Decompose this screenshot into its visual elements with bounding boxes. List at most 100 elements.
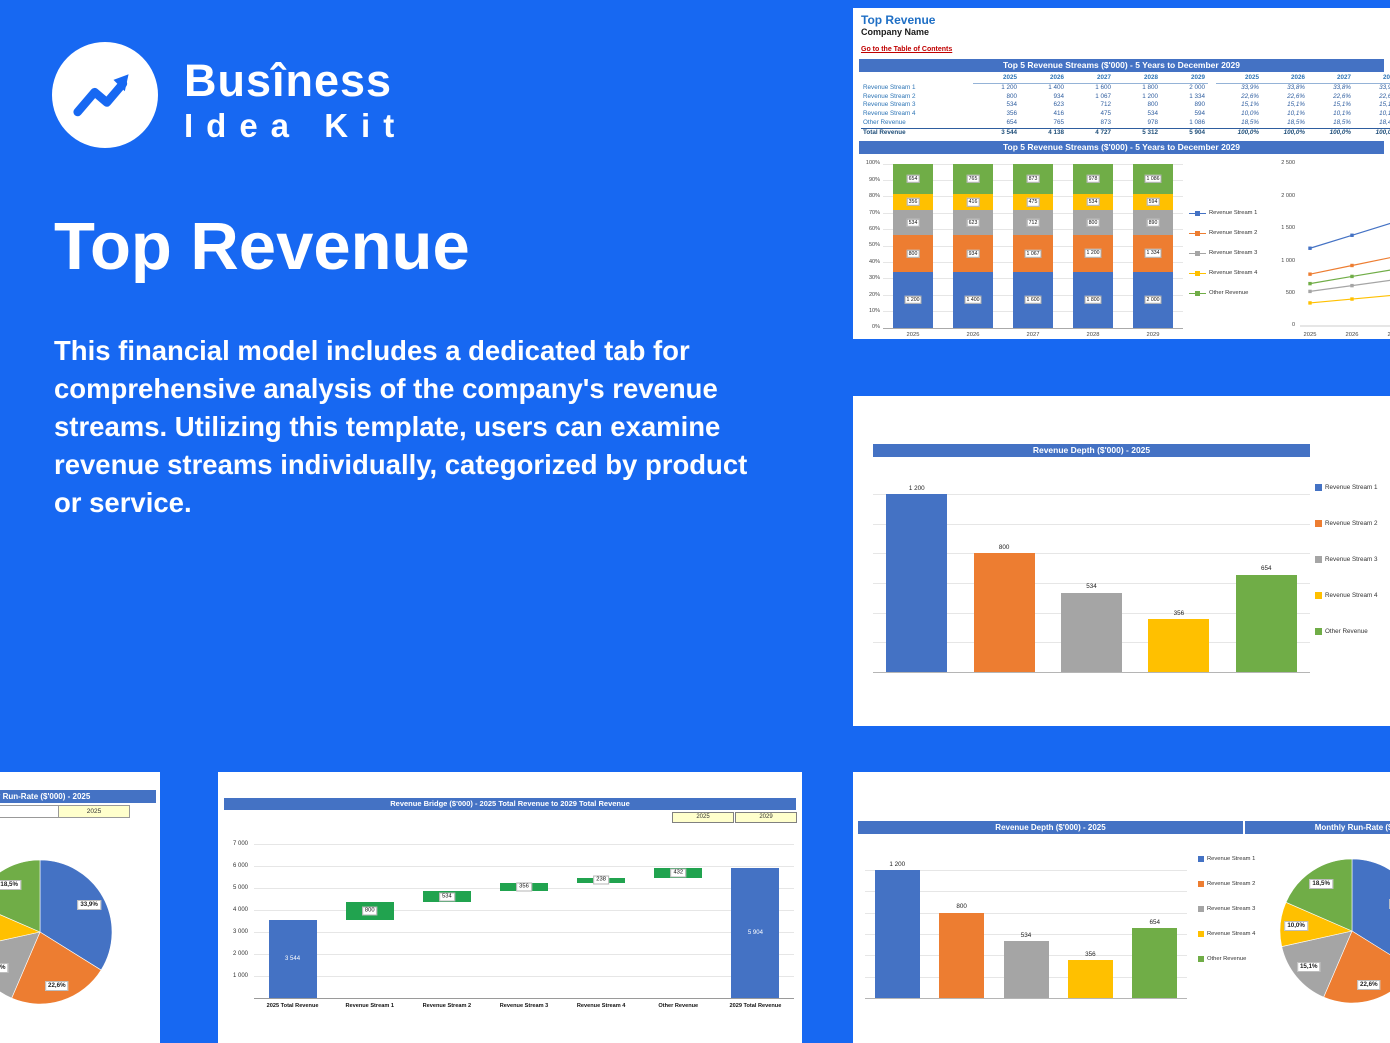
bridge-year-to-cell[interactable]: 2029 [735,812,797,823]
data-label: 356 [1173,609,1185,617]
table-cell: 1 600 [1095,83,1111,91]
table-cell: 800 [1147,101,1158,109]
bar [1067,960,1113,998]
stacked-bar-segment: 534 [893,210,933,236]
gridline [883,327,1183,329]
table-cell: 100,0% [1354,127,1390,138]
data-label: 356 [516,882,532,892]
trend-arrow-icon [73,74,129,117]
table-cell: 33,8% [1333,83,1351,91]
x-axis-label: 2028 [1086,331,1100,338]
x-axis-label: Revenue Stream 4 [576,1003,626,1009]
table-cell: 2026 [1020,74,1067,84]
bar [1132,928,1178,998]
table-cell: 712 [1100,101,1111,109]
legend-label: Revenue Stream 2 [1207,881,1256,887]
legend-label: Other Revenue [1325,628,1368,635]
table-of-contents-link[interactable]: Go to the Table of Contents [861,46,953,53]
data-label: 5 904 [747,930,763,937]
table-cell: 100,0% [1216,127,1262,138]
table-cell: 2025 [1216,74,1262,84]
legend-label: Other Revenue [1207,956,1247,962]
waterfall-increase-bar: 800 [345,902,394,921]
line-marker [1308,300,1312,305]
line-series [1309,256,1390,275]
data-label: 15,1% [1296,961,1321,972]
y-axis-label: 40% [868,258,880,265]
legend-item: Revenue Stream 3 [1315,556,1378,563]
stacked-bar-segment: 1 400 [953,272,993,328]
year-selector-cell[interactable]: 2025 [58,805,130,818]
data-label: 356 [906,197,920,207]
pie-slice [0,931,41,999]
line-marker [1350,274,1354,278]
data-label: 534 [1086,583,1097,591]
table-cell: 33,9% [1241,83,1259,91]
table-cell [1208,119,1216,128]
revenue-table: 202520262027202820292025202620272028Reve… [853,74,1390,138]
sheet-title: Top Revenue [861,13,936,27]
data-label: 978 [1086,174,1100,183]
gridline [254,844,794,845]
table-cell: 416 [1053,110,1064,118]
table-cell: 2029 [1161,74,1208,84]
y-axis-label: 90% [868,176,880,183]
legend-marker [1198,956,1204,962]
gridline [873,672,1310,673]
table-cell: 654 [1006,118,1017,126]
data-label: 22,6% [45,980,69,991]
stacked-bar-segment: 1 067 [1013,235,1053,273]
table-cell: 934 [1053,92,1064,100]
legend-marker [1198,906,1204,912]
revenue-bridge-panel: Revenue Bridge ($'000) - 2025 Total Reve… [218,772,802,1043]
gridline [873,553,1310,555]
table-cell: Other Revenue [863,118,906,126]
legend-item: Other Revenue [1189,290,1273,297]
y-axis-label: 30% [868,275,880,282]
axis-line [254,998,794,999]
table-cell: 873 [1100,118,1111,126]
gridline [865,870,1187,871]
table-cell: 475 [1100,110,1111,118]
revenue-depth-banner: Revenue Depth ($'000) - 2025 [873,444,1310,457]
stacked-bar-segment: 712 [1013,210,1053,236]
revenue-bridge-banner: Revenue Bridge ($'000) - 2025 Total Reve… [224,798,796,810]
data-label: 800 [906,249,920,258]
table-cell: 2028 [1354,74,1390,84]
revenue-bridge-chart: 7 000 6 000 5 000 4 000 3 000 2 000 1 000 3 544… [218,828,802,1038]
page-description: This financial model includes a dedicate… [54,335,748,518]
table-cell: 978 [1147,118,1158,126]
line-marker [1308,289,1312,293]
legend-square [1195,271,1200,276]
legend-square [1195,291,1200,296]
legend-item: Revenue Stream 1 [1198,856,1255,862]
stacked-bar-segment: 1 200 [893,272,933,328]
data-label: 654 [1149,918,1161,926]
data-label: 356 [1085,950,1096,958]
table-cell: 4 138 [1020,127,1067,138]
stacked-bar-segment: 623 [953,210,993,236]
table-cell [1208,93,1216,102]
y-axis-label: 6 000 [232,862,248,869]
line-series [1309,279,1390,292]
waterfall-total-bar: 5 904 [731,868,780,998]
legend-item: Other Revenue [1315,628,1378,635]
data-label: 800 [998,543,1010,551]
legend-item: Revenue Stream 2 [1189,230,1273,237]
table-cell: 100,0% [1308,127,1354,138]
pie-slice [1285,858,1353,932]
stacked-bar-chart: 100% 90% 80% 70% 60% 50% 40% 30% 20% 10% 0% 1 200 80… [857,156,1189,339]
legend-item: Revenue Stream 1 [1189,210,1273,217]
spreadsheet-preview-panel: Top Revenue Company Name Go to the Table… [853,8,1390,339]
legend-label: Revenue Stream 1 [1325,484,1378,491]
legend-label: Revenue Stream 4 [1209,270,1258,277]
y-axis-label: 80% [868,193,880,200]
bridge-year-from-cell[interactable]: 2025 [672,812,734,823]
data-label: 890 [1146,218,1160,227]
data-label: 1 400 [964,295,982,305]
x-axis-label: 2027 [1387,331,1390,338]
line-chart-svg [1300,222,1390,326]
data-label: 1 200 [908,484,925,492]
data-label: 594 [1146,197,1160,207]
